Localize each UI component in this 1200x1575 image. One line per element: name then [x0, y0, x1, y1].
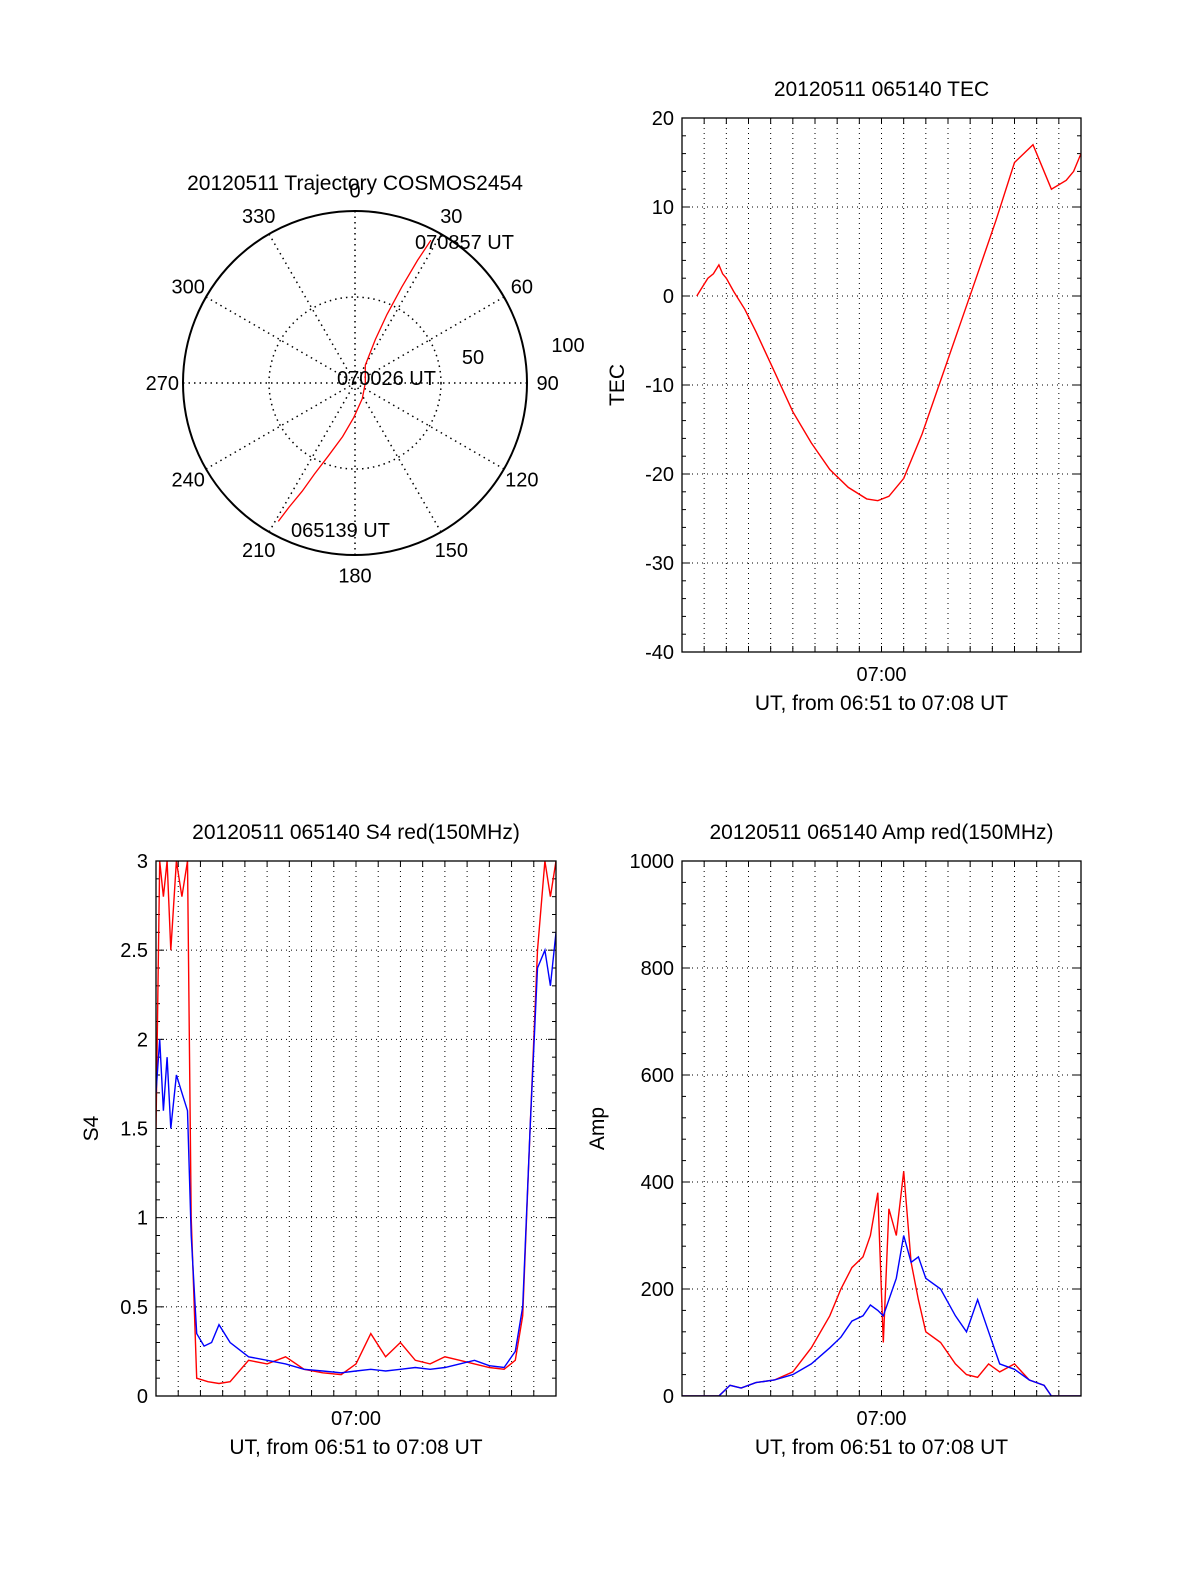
- tec-title: 20120511 065140 TEC: [774, 78, 989, 101]
- tec-series-line: [696, 143, 1081, 502]
- tec-ytick-label: 0: [663, 286, 674, 308]
- s4-series-line: [156, 861, 556, 1385]
- polar-angle-label: 240: [171, 469, 204, 491]
- s4-plot-frame: [155, 860, 557, 1397]
- amp-ylabel: Amp: [586, 1107, 609, 1150]
- polar-angle-label: 180: [338, 566, 371, 588]
- amp-ytick-label: 1000: [630, 851, 675, 873]
- tec-panel: 20120511 065140 TEC 20 10 0 -10 -20 -30 -40 07:0…: [606, 78, 1082, 715]
- amp-panel: 20120511 065140 Amp red(150MHz) 1000 800 60…: [586, 821, 1082, 1459]
- tec-ylabel: TEC: [606, 364, 629, 406]
- amp-title: 20120511 065140 Amp red(150MHz): [709, 821, 1053, 844]
- polar-angle-label: 300: [171, 277, 204, 299]
- annotation-start-time: 065139 UT: [291, 520, 390, 542]
- tec-ytick-label: 20: [652, 108, 674, 130]
- s4-panel: 20120511 065140 S4 red(150MHz) 3 2.5 2 1.5 1 0…: [80, 821, 557, 1459]
- polar-spoke: [205, 296, 356, 384]
- polar-angle-label: 120: [505, 469, 538, 491]
- amp-ytick-label: 400: [641, 1172, 674, 1194]
- tec-ytick-label: -10: [645, 375, 674, 397]
- s4-ytick-label: 0.5: [120, 1297, 148, 1319]
- amp-ytick-label: 800: [641, 958, 674, 980]
- polar-angle-label: 60: [511, 277, 533, 299]
- annotation-mid-time: 070026 UT: [337, 368, 436, 390]
- polar-spoke: [268, 382, 356, 533]
- annotation-end-time: 070857 UT: [415, 232, 514, 254]
- s4-ytick-label: 2.5: [120, 940, 148, 962]
- polar-angle-label: 90: [537, 373, 559, 395]
- amp-plot-frame: [681, 860, 1082, 1397]
- s4-ytick-label: 2: [137, 1029, 148, 1051]
- amp-series-line: [682, 1171, 1081, 1396]
- tec-xlabel: UT, from 06:51 to 07:08 UT: [755, 692, 1008, 715]
- polar-spoke: [268, 233, 356, 384]
- tec-ytick-label: 10: [652, 197, 674, 219]
- trajectory-line: [277, 239, 432, 522]
- s4-ytick-label: 1.5: [120, 1119, 148, 1141]
- s4-series-line: [156, 932, 556, 1374]
- polar-radial-label: 100: [551, 335, 584, 357]
- polar-angle-label: 30: [440, 206, 462, 228]
- polar-angle-label: 330: [242, 206, 275, 228]
- s4-ylabel: S4: [80, 1115, 103, 1141]
- polar-spoke: [205, 382, 356, 470]
- tec-ytick-label: -20: [645, 464, 674, 486]
- amp-xlabel: UT, from 06:51 to 07:08 UT: [755, 1436, 1008, 1459]
- tec-xtick-label: 07:00: [856, 664, 906, 686]
- amp-ytick-label: 600: [641, 1065, 674, 1087]
- polar-angle-label: 210: [242, 540, 275, 562]
- polar-spoke: [354, 296, 505, 384]
- s4-ytick-label: 1: [137, 1208, 148, 1230]
- s4-ytick-label: 3: [137, 851, 148, 873]
- polar-radial-label: 50: [462, 347, 484, 369]
- polar-angle-label: 150: [435, 540, 468, 562]
- amp-ytick-label: 0: [663, 1386, 674, 1408]
- tec-plot-frame: [681, 117, 1082, 653]
- s4-xtick-label: 07:00: [331, 1408, 381, 1430]
- polar-title: 20120511 Trajectory COSMOS2454: [187, 172, 523, 195]
- polar-angle-label: 0: [349, 180, 360, 202]
- polar-spoke: [354, 382, 442, 533]
- tec-ytick-label: -40: [645, 642, 674, 664]
- polar-spoke: [354, 233, 442, 384]
- polar-inner-ring: [268, 296, 442, 470]
- amp-series-line: [682, 1235, 1081, 1396]
- amp-ytick-label: 200: [641, 1279, 674, 1301]
- polar-angle-label: 270: [146, 373, 179, 395]
- tec-ytick-label: -30: [645, 553, 674, 575]
- polar-spoke: [354, 382, 505, 470]
- s4-xlabel: UT, from 06:51 to 07:08 UT: [229, 1436, 482, 1459]
- s4-title: 20120511 065140 S4 red(150MHz): [192, 821, 520, 844]
- s4-ytick-label: 0: [137, 1386, 148, 1408]
- amp-xtick-label: 07:00: [856, 1408, 906, 1430]
